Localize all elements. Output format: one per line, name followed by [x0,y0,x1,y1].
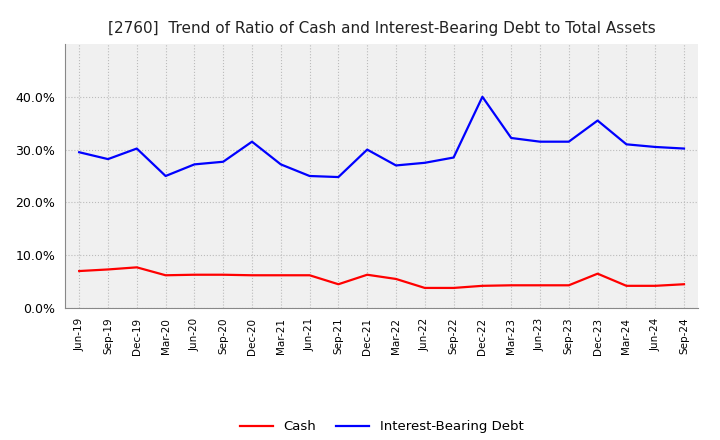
Cash [75,268,84,274]
Interest-Bearing Debt [305,173,314,179]
Interest-Bearing Debt [680,146,688,151]
Cash [161,273,170,278]
Cash [132,265,141,270]
Legend: Cash, Interest-Bearing Debt: Cash, Interest-Bearing Debt [235,415,528,439]
Interest-Bearing Debt [420,160,429,165]
Cash [622,283,631,289]
Interest-Bearing Debt [363,147,372,152]
Cash [593,271,602,276]
Interest-Bearing Debt [276,162,285,167]
Cash [104,267,112,272]
Interest-Bearing Debt [219,159,228,165]
Line: Interest-Bearing Debt: Interest-Bearing Debt [79,97,684,177]
Interest-Bearing Debt [132,146,141,151]
Interest-Bearing Debt [536,139,544,144]
Cash [449,285,458,290]
Cash [190,272,199,277]
Interest-Bearing Debt [507,136,516,141]
Interest-Bearing Debt [75,150,84,155]
Interest-Bearing Debt [622,142,631,147]
Cash [334,282,343,287]
Interest-Bearing Debt [651,144,660,150]
Interest-Bearing Debt [478,94,487,99]
Title: [2760]  Trend of Ratio of Cash and Interest-Bearing Debt to Total Assets: [2760] Trend of Ratio of Cash and Intere… [108,21,655,36]
Interest-Bearing Debt [161,173,170,179]
Cash [420,285,429,290]
Cash [248,273,256,278]
Cash [507,282,516,288]
Cash [305,273,314,278]
Interest-Bearing Debt [104,157,112,162]
Cash [564,282,573,288]
Interest-Bearing Debt [392,163,400,168]
Interest-Bearing Debt [190,162,199,167]
Interest-Bearing Debt [593,118,602,123]
Interest-Bearing Debt [564,139,573,144]
Cash [219,272,228,277]
Interest-Bearing Debt [248,139,256,144]
Cash [363,272,372,277]
Line: Cash: Cash [79,268,684,288]
Cash [392,276,400,282]
Interest-Bearing Debt [449,155,458,160]
Cash [651,283,660,289]
Cash [680,282,688,287]
Cash [536,282,544,288]
Cash [276,273,285,278]
Cash [478,283,487,289]
Interest-Bearing Debt [334,174,343,180]
